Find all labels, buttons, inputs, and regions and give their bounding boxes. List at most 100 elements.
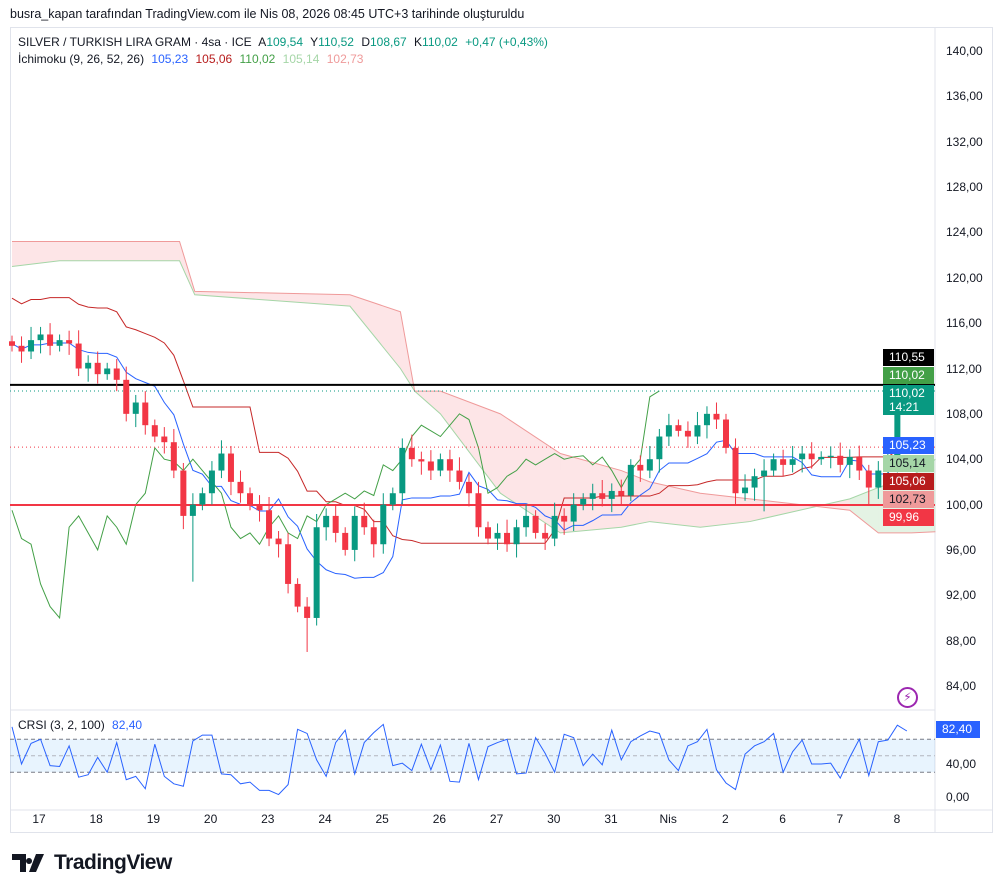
time-axis-label: 31 xyxy=(604,812,618,826)
price-axis-label: 100,00 xyxy=(946,497,983,512)
candle xyxy=(589,493,596,499)
candle xyxy=(323,515,330,528)
high-line-tag: 110,55 xyxy=(883,349,934,366)
candle xyxy=(770,459,777,471)
price-axis-label: 112,00 xyxy=(946,361,982,376)
time-axis-label: 23 xyxy=(261,812,275,826)
crsi-line xyxy=(11,723,908,796)
candle xyxy=(675,425,682,431)
candle xyxy=(865,470,872,488)
symbol-legend[interactable]: SILVER / TURKISH LIRA GRAM · 4sa · ICE A… xyxy=(18,35,552,49)
candle xyxy=(532,515,539,533)
candle xyxy=(570,504,577,522)
candle xyxy=(18,345,25,352)
ichimoku-cloud xyxy=(349,294,401,369)
price-axis-label: 128,00 xyxy=(946,180,983,195)
candle xyxy=(627,464,634,496)
ichimoku-legend[interactable]: İchimoku (9, 26, 52, 26) 105,23 105,06 1… xyxy=(18,52,367,66)
span-a-line xyxy=(11,260,936,534)
crsi-value: 82,40 xyxy=(112,718,143,732)
candle xyxy=(342,532,349,550)
candle xyxy=(370,527,377,545)
candle xyxy=(713,413,720,420)
crsi-axis-label: 40,00 xyxy=(946,757,977,771)
candle xyxy=(703,413,710,426)
support-tag: 99,96 xyxy=(883,509,934,526)
candle xyxy=(285,544,292,584)
logo-text: TradingView xyxy=(54,851,172,874)
candle xyxy=(818,456,825,460)
price-axis-label: 124,00 xyxy=(946,225,983,240)
candle xyxy=(494,532,501,539)
ichimoku-cloud xyxy=(500,413,561,533)
candle xyxy=(180,470,187,516)
time-axis-label: 18 xyxy=(89,812,103,826)
candle xyxy=(361,515,368,528)
candle xyxy=(380,504,387,545)
span-a-tag: 105,14 xyxy=(883,455,934,472)
candle xyxy=(475,493,482,528)
span-b-tag: 102,73 xyxy=(883,491,934,508)
lightning-icon[interactable]: ⚡ xyxy=(897,687,918,708)
chikou-line xyxy=(11,390,660,620)
candle xyxy=(389,493,396,505)
candle xyxy=(151,425,158,437)
time-axis-label: 20 xyxy=(203,812,218,826)
time-axis-label: 24 xyxy=(318,812,332,826)
candle xyxy=(408,447,415,460)
candle xyxy=(599,493,606,499)
candle xyxy=(542,532,549,539)
high-label: Y xyxy=(310,35,319,49)
crsi-legend[interactable]: CRSI (3, 2, 100) 82,40 xyxy=(18,718,146,732)
candle xyxy=(875,470,882,488)
span-b-line xyxy=(12,240,936,534)
time-axis-label: 8 xyxy=(893,812,901,826)
candle xyxy=(551,515,558,539)
candle xyxy=(523,515,530,528)
candle xyxy=(94,362,101,375)
open-label: A xyxy=(258,35,267,49)
tradingview-logo[interactable]: TradingView xyxy=(12,851,172,875)
candle xyxy=(894,396,901,460)
span-a-value: 105,14 xyxy=(282,52,320,66)
ichimoku-cloud xyxy=(194,291,350,307)
crsi-label: CRSI (3, 2, 100) xyxy=(18,718,105,732)
price-axis-label: 132,00 xyxy=(946,134,983,149)
ichimoku-cloud xyxy=(59,241,180,261)
chikou-tag: 110,02 xyxy=(883,367,934,384)
candle xyxy=(456,470,463,482)
candle xyxy=(646,459,653,471)
price-axis-label: 104,00 xyxy=(946,452,983,467)
chart-frame xyxy=(10,27,993,833)
close-label: K xyxy=(414,35,423,49)
chart-caption: busra_kapan tarafından TradingView.com i… xyxy=(10,7,525,21)
candle xyxy=(780,459,787,465)
candle xyxy=(75,343,82,369)
candle xyxy=(799,453,806,460)
candle xyxy=(294,583,301,607)
candle xyxy=(304,606,311,618)
candle xyxy=(332,515,339,533)
candle xyxy=(665,425,672,437)
candle xyxy=(199,493,206,505)
ichimoku-label: İchimoku (9, 26, 52, 26) xyxy=(18,52,145,66)
price-axis-label: 88,00 xyxy=(946,633,977,648)
candle xyxy=(827,455,834,457)
candle xyxy=(104,368,111,375)
last-price: 110,02 xyxy=(889,386,925,400)
time-axis-label: 7 xyxy=(836,812,844,826)
candle xyxy=(266,510,273,539)
time-axis-label: 2 xyxy=(722,812,729,826)
candle xyxy=(189,504,196,516)
candle xyxy=(218,453,225,471)
open-value: 109,54 xyxy=(266,35,304,49)
time-axis-label: 26 xyxy=(432,812,447,826)
price-axis-label: 120,00 xyxy=(946,270,983,285)
candle xyxy=(837,455,844,465)
candle xyxy=(427,461,434,471)
ichimoku-cloud xyxy=(12,241,60,267)
candle xyxy=(37,334,44,341)
candle xyxy=(256,504,263,511)
close-value: 110,02 xyxy=(422,35,458,49)
